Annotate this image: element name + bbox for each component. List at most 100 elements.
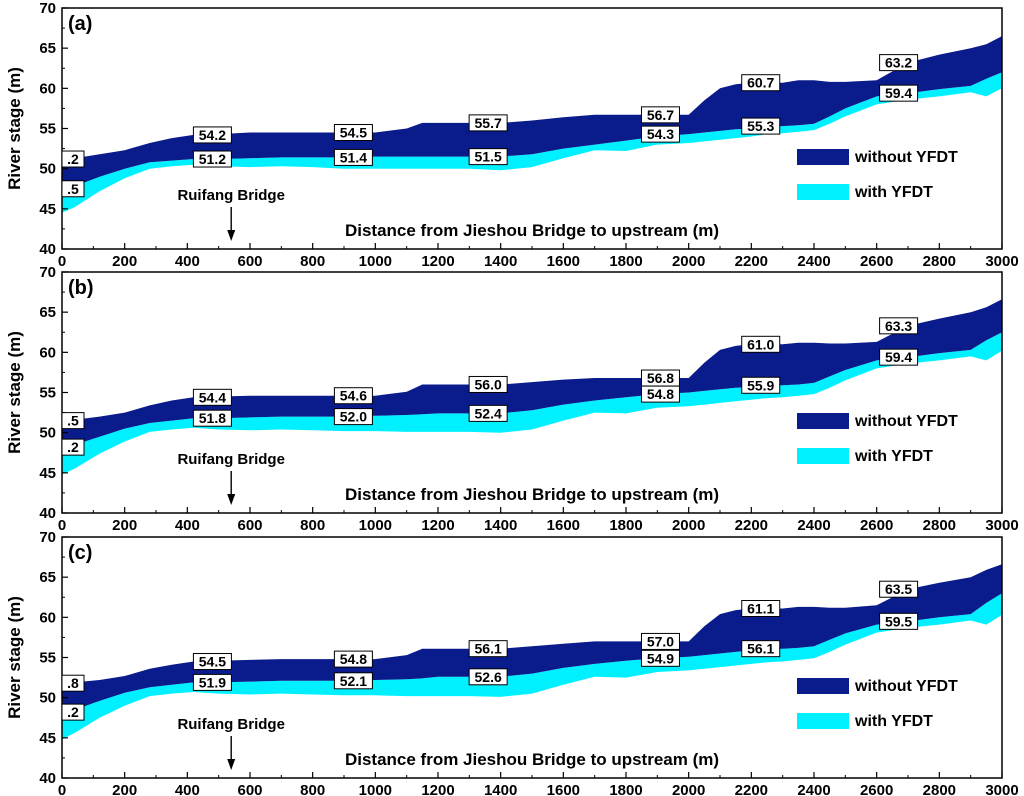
down-arrow-icon <box>227 494 236 505</box>
x-tick-label: 3000 <box>985 782 1018 796</box>
annotation-without-yfdt: 54.6 <box>333 387 373 405</box>
annotation-with-yfdt: 54.3 <box>640 125 680 143</box>
annotation-without-yfdt-text: 56.7 <box>647 107 674 123</box>
annotation-without-yfdt-box <box>879 54 919 72</box>
annotation-without-yfdt-box <box>61 674 85 692</box>
x-tick-label: 400 <box>175 253 200 270</box>
legend-swatch-with-yfdt <box>797 184 849 200</box>
annotation-without-yfdt: 61.1 <box>741 599 781 617</box>
annotation-with-yfdt: 52.4 <box>468 404 508 422</box>
annotation-without-yfdt: 63.2 <box>879 54 919 72</box>
annotation-with-yfdt: 56.1 <box>741 640 781 658</box>
annotation-without-yfdt-text: 61.1 <box>747 600 774 616</box>
y-tick-label: 65 <box>39 40 56 57</box>
y-tick-label: 55 <box>39 385 56 402</box>
x-tick-label: 200 <box>112 253 137 270</box>
annotation-with-yfdt: .2 <box>61 438 85 456</box>
legend-swatch-without-yfdt <box>797 413 849 429</box>
legend-label-with-yfdt: with YFDT <box>854 184 933 201</box>
annotation-with-yfdt-box <box>879 84 919 102</box>
annotation-with-yfdt-box <box>879 612 919 630</box>
annotation-without-yfdt: 63.5 <box>879 580 919 598</box>
y-tick-label: 40 <box>39 770 56 787</box>
annotation-without-yfdt: 54.2 <box>192 126 232 144</box>
annotation-without-yfdt-box <box>741 335 781 353</box>
annotation-without-yfdt-box <box>468 640 508 658</box>
x-tick-label: 200 <box>112 517 137 534</box>
chart-panel: 0 200 400 600 800 1000 1200 1400 1600 1800 2000 220… <box>5 264 1019 534</box>
y-axis-title: River stage (m) <box>5 67 24 190</box>
annotation-with-yfdt-box <box>640 385 680 403</box>
annotation-without-yfdt-box <box>333 124 373 142</box>
annotation-with-yfdt: 59.5 <box>879 612 919 630</box>
x-tick-label: 1400 <box>484 782 517 796</box>
x-tick-label: 2000 <box>672 517 705 534</box>
legend-swatch-with-yfdt <box>797 448 849 464</box>
x-tick-label: 1600 <box>547 253 580 270</box>
annotation-without-yfdt-text: 55.7 <box>475 115 502 131</box>
x-tick-label: 2600 <box>860 253 893 270</box>
annotation-without-yfdt-text: 54.6 <box>340 388 367 404</box>
x-tick-label: 2000 <box>672 253 705 270</box>
annotation-with-yfdt-text: 59.4 <box>885 85 912 101</box>
annotation-without-yfdt-text: 57.0 <box>647 633 674 649</box>
annotation-without-yfdt-box <box>192 388 232 406</box>
x-tick-label: 2600 <box>860 782 893 796</box>
x-tick-label: 1600 <box>547 782 580 796</box>
annotation-with-yfdt: .2 <box>61 703 85 721</box>
x-tick-label: 2200 <box>735 782 768 796</box>
annotation-with-yfdt-box <box>741 117 781 135</box>
annotation-without-yfdt: 54.8 <box>333 650 373 668</box>
annotation-without-yfdt-text: .8 <box>67 675 79 691</box>
y-tick-label: 45 <box>39 465 56 482</box>
annotation-with-yfdt-text: 51.2 <box>199 151 226 167</box>
annotation-without-yfdt-text: 63.5 <box>885 581 912 597</box>
series-area-without-yfdt <box>62 564 1002 713</box>
annotation-with-yfdt: 59.4 <box>879 84 919 102</box>
annotation-without-yfdt-text: 56.1 <box>475 641 502 657</box>
annotation-with-yfdt-text: 52.6 <box>475 669 502 685</box>
annotation-without-yfdt-text: 56.8 <box>647 370 674 386</box>
down-arrow-icon <box>227 759 236 770</box>
x-tick-label: 800 <box>300 782 325 796</box>
annotation-with-yfdt-text: 54.9 <box>647 650 674 666</box>
x-tick-label: 200 <box>112 782 137 796</box>
annotation-with-yfdt-box <box>741 640 781 658</box>
annotation-without-yfdt-box <box>192 126 232 144</box>
annotation-without-yfdt: 57.0 <box>640 632 680 650</box>
x-tick-label: 600 <box>237 782 262 796</box>
legend-label-with-yfdt: with YFDT <box>854 448 933 465</box>
y-axis-title: River stage (m) <box>5 596 24 719</box>
annotation-with-yfdt-text: 52.0 <box>340 409 367 425</box>
y-tick-label: 50 <box>39 161 56 178</box>
annotation-without-yfdt-box <box>640 106 680 124</box>
x-tick-label: 3000 <box>985 517 1018 534</box>
annotation-with-yfdt-box <box>61 180 85 198</box>
annotation-without-yfdt: 56.0 <box>468 375 508 393</box>
x-tick-label: 2200 <box>735 517 768 534</box>
x-tick-label: 1200 <box>421 517 454 534</box>
annotation-without-yfdt-box <box>468 375 508 393</box>
x-tick-label: 1000 <box>359 782 392 796</box>
annotation-without-yfdt-text: 63.2 <box>885 55 912 71</box>
x-tick-label: 1000 <box>359 253 392 270</box>
annotation-without-yfdt: 55.7 <box>468 114 508 132</box>
x-tick-label: 2000 <box>672 782 705 796</box>
x-axis-title: Distance from Jieshou Bridge to upstream… <box>345 485 719 504</box>
annotation-without-yfdt-box <box>333 387 373 405</box>
x-tick-label: 2400 <box>797 253 830 270</box>
legend-label-without-yfdt: without YFDT <box>854 678 958 695</box>
x-tick-label: 0 <box>58 517 66 534</box>
annotation-with-yfdt-box <box>333 408 373 426</box>
annotation-with-yfdt: 55.3 <box>741 117 781 135</box>
annotation-without-yfdt: 63.3 <box>879 317 919 335</box>
panel-label: (a) <box>68 13 92 35</box>
annotation-without-yfdt-box <box>61 412 85 430</box>
x-tick-label: 2400 <box>797 517 830 534</box>
x-tick-label: 1600 <box>547 517 580 534</box>
annotation-with-yfdt: 51.9 <box>192 673 232 691</box>
annotation-with-yfdt: 54.9 <box>640 649 680 667</box>
annotation-without-yfdt-box <box>741 74 781 92</box>
y-tick-label: 50 <box>39 425 56 442</box>
